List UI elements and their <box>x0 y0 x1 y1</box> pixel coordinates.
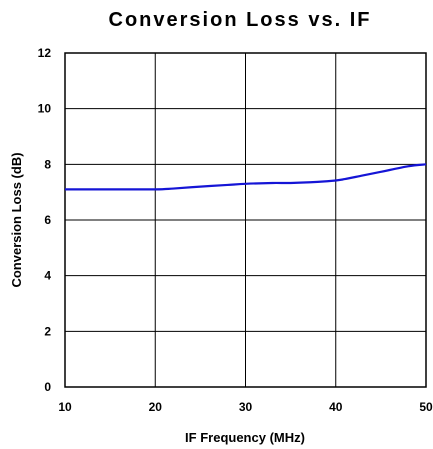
series-group <box>64 163 427 191</box>
y-tick-label: 2 <box>44 324 51 338</box>
x-axis-label: IF Frequency (MHz) <box>185 430 305 445</box>
y-tick-label: 0 <box>44 380 51 394</box>
y-tick-label: 8 <box>44 157 51 171</box>
chart-title: Conversion Loss vs. IF <box>109 9 372 31</box>
y-tick-label: 12 <box>38 46 52 60</box>
conversion-loss-series-line <box>64 163 427 191</box>
y-axis-label: Conversion Loss (dB) <box>9 152 24 287</box>
grid <box>65 53 426 387</box>
plot-frame <box>64 52 427 388</box>
x-tick-label: 40 <box>329 400 343 414</box>
x-tick-label: 30 <box>239 400 253 414</box>
x-tick-label: 20 <box>149 400 163 414</box>
y-tick-labels: 0 2 4 6 8 10 12 <box>38 46 52 394</box>
x-tick-label: 10 <box>58 400 72 414</box>
y-tick-label: 10 <box>38 102 52 116</box>
x-tick-label: 50 <box>419 400 433 414</box>
y-tick-label: 6 <box>44 213 51 227</box>
x-tick-labels: 10 20 30 40 50 <box>58 400 433 414</box>
y-tick-label: 4 <box>44 269 51 283</box>
